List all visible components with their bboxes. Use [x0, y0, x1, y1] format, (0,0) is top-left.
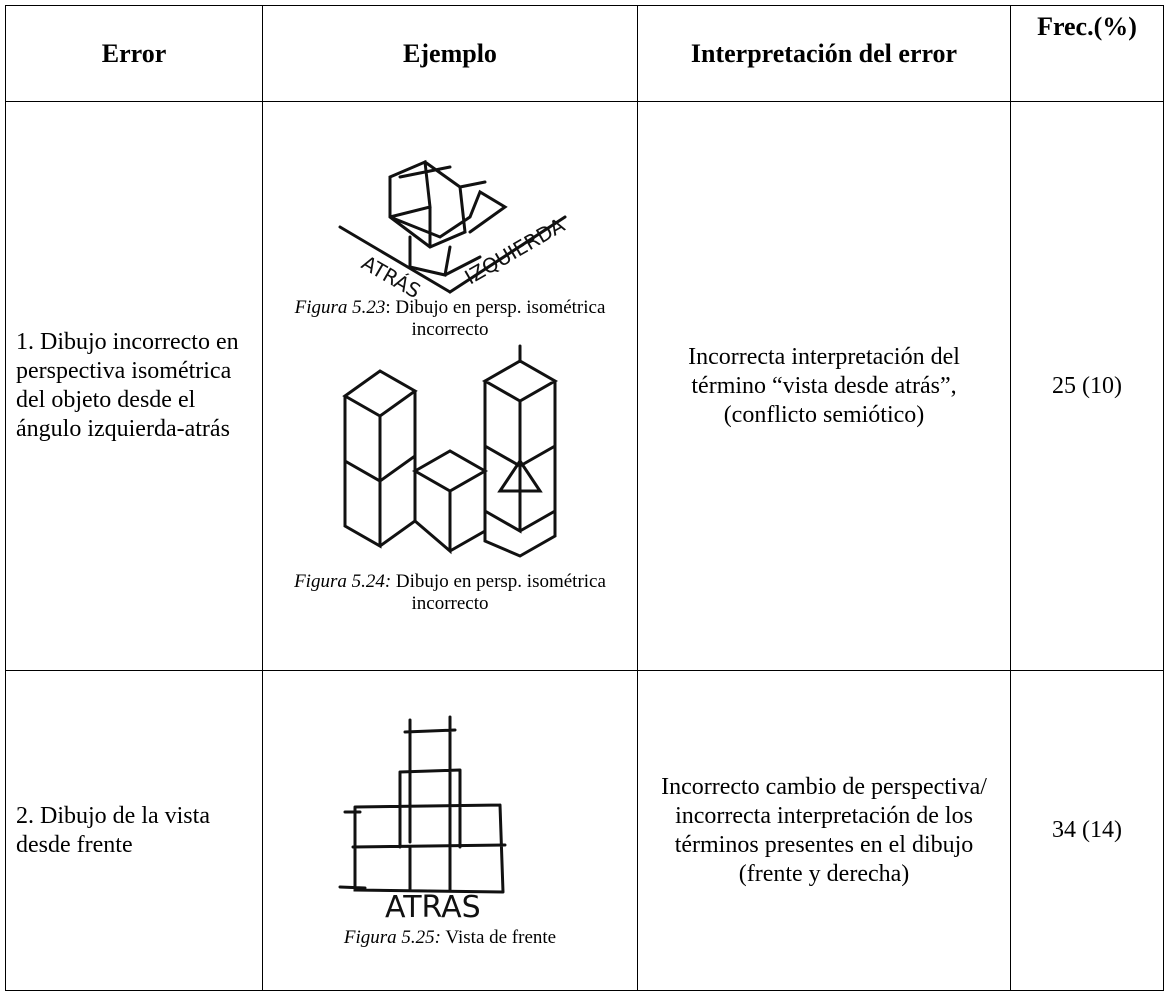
figure-label: Figura 5.23	[294, 297, 386, 318]
caption: Figura 5.24: Dibujo en persp. isométrica…	[271, 571, 629, 615]
sketch	[342, 344, 559, 558]
row: 1. Dibujo incorrecto en perspectiva isom…	[5, 101, 1164, 671]
header-cell: Frec.(%)	[1010, 5, 1164, 102]
sketch-label: IZQUIERDA	[461, 213, 570, 290]
sketch: ATRÁS IZQUIERDA	[338, 159, 570, 297]
example-cell: ATRÁS IZQUIERDA Figura 5.23: Dibujo en p…	[262, 101, 638, 671]
header-cell: Ejemplo	[262, 5, 638, 102]
example-cell: ATRAS Figura 5.25: Vista de frente	[262, 670, 638, 991]
sketch: ATRAS	[338, 715, 507, 925]
figure-label: Figura 5.25:	[343, 927, 441, 948]
error-cell: 2. Dibujo de la vista desde frente	[5, 670, 263, 991]
caption-text: Vista de frente	[441, 927, 557, 948]
frequency-cell: 34 (14)	[1010, 670, 1164, 991]
frequency-cell: 25 (10)	[1010, 101, 1164, 671]
sketch-label: ATRAS	[385, 890, 481, 925]
caption-text: : Dibujo en persp. isométrica incorrecto	[385, 297, 606, 340]
header-cell: Error	[5, 5, 263, 102]
interpretation-cell: Incorrecta interpretación del término “v…	[637, 101, 1011, 671]
figure-label: Figura 5.24:	[294, 571, 392, 592]
caption: Figura 5.25: Vista de frente	[271, 927, 629, 949]
error-cell: 1. Dibujo incorrecto en perspectiva isom…	[5, 101, 263, 671]
header-cell: Interpretación del error	[637, 5, 1011, 102]
error-table: Error Ejemplo Interpretación del error F…	[5, 5, 1164, 991]
interpretation-cell: Incorrecto cambio de perspectiva/ incorr…	[637, 670, 1011, 991]
caption: Figura 5.23: Dibujo en persp. isométrica…	[271, 297, 629, 341]
row: 2. Dibujo de la vista desde frente ATRAS…	[5, 670, 1164, 991]
caption-text: Dibujo en persp. isométrica incorrecto	[391, 571, 606, 614]
header-row: Error Ejemplo Interpretación del error F…	[5, 5, 1164, 102]
